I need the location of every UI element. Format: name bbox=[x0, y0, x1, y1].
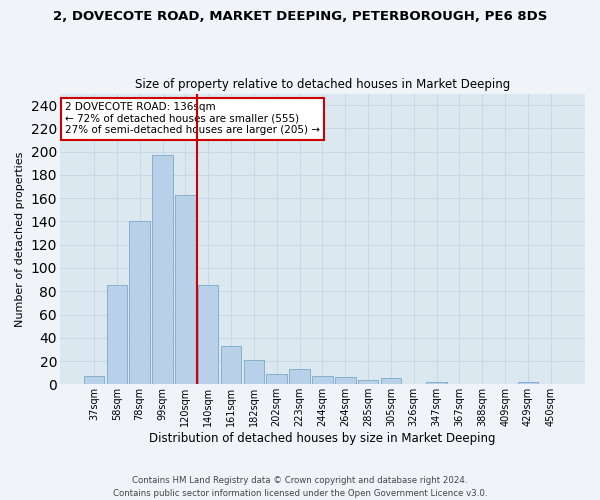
Bar bbox=[380, 378, 401, 384]
Bar bbox=[312, 376, 332, 384]
Text: 2, DOVECOTE ROAD, MARKET DEEPING, PETERBOROUGH, PE6 8DS: 2, DOVECOTE ROAD, MARKET DEEPING, PETERB… bbox=[53, 10, 547, 23]
Bar bbox=[244, 360, 264, 384]
Bar bbox=[427, 382, 447, 384]
X-axis label: Distribution of detached houses by size in Market Deeping: Distribution of detached houses by size … bbox=[149, 432, 496, 445]
Bar bbox=[130, 222, 150, 384]
Bar bbox=[358, 380, 379, 384]
Bar bbox=[175, 194, 196, 384]
Bar bbox=[152, 155, 173, 384]
Bar bbox=[289, 369, 310, 384]
Title: Size of property relative to detached houses in Market Deeping: Size of property relative to detached ho… bbox=[135, 78, 510, 91]
Bar bbox=[221, 346, 241, 385]
Bar bbox=[84, 376, 104, 384]
Bar bbox=[266, 374, 287, 384]
Bar bbox=[335, 378, 356, 384]
Bar bbox=[198, 286, 218, 384]
Bar bbox=[518, 382, 538, 384]
Text: Contains HM Land Registry data © Crown copyright and database right 2024.
Contai: Contains HM Land Registry data © Crown c… bbox=[113, 476, 487, 498]
Y-axis label: Number of detached properties: Number of detached properties bbox=[15, 151, 25, 326]
Text: 2 DOVECOTE ROAD: 136sqm
← 72% of detached houses are smaller (555)
27% of semi-d: 2 DOVECOTE ROAD: 136sqm ← 72% of detache… bbox=[65, 102, 320, 136]
Bar bbox=[107, 286, 127, 384]
